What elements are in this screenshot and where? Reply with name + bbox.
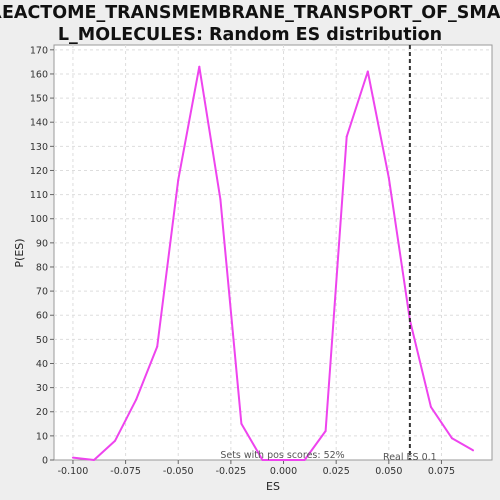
grid-lines <box>54 45 492 460</box>
y-tick-label: 10 <box>36 431 48 442</box>
chart-title-line-2: L_MOLECULES: Random ES distribution <box>58 25 442 45</box>
x-tick-label: -0.025 <box>216 466 247 477</box>
x-tick-label: 0.025 <box>323 466 350 477</box>
data-point <box>282 459 285 461</box>
y-tick-label: 0 <box>42 456 48 467</box>
y-tick-label: 140 <box>30 118 48 129</box>
x-tick-label: 0.075 <box>428 466 455 477</box>
real-es-label: Real ES 0.1 <box>383 452 437 463</box>
data-point <box>177 179 180 182</box>
data-point <box>387 176 390 179</box>
data-point <box>135 398 138 401</box>
y-tick-label: 20 <box>36 407 48 418</box>
y-axis-ticks: 0 10 20 30 40 50 60 70 80 90 100 110 120 130 140 150 160… <box>30 45 54 467</box>
data-point <box>472 449 475 452</box>
y-tick-label: 30 <box>36 383 48 394</box>
y-tick-label: 50 <box>36 335 48 346</box>
data-point <box>114 439 117 442</box>
data-point <box>198 65 201 68</box>
y-tick-label: 80 <box>36 262 48 273</box>
x-tick-label: -0.075 <box>110 466 141 477</box>
pos-scores-label: Sets with pos scores: 52% <box>220 450 344 461</box>
y-tick-label: 40 <box>36 359 48 370</box>
y-tick-label: 150 <box>30 94 48 105</box>
y-axis-label: P(ES) <box>13 238 26 267</box>
x-tick-label: -0.050 <box>163 466 194 477</box>
plot-area <box>53 44 493 461</box>
y-tick-label: 70 <box>36 287 48 298</box>
data-point <box>366 70 369 73</box>
chart-title-line-1: REACTOME_TRANSMEMBRANE_TRANSPORT_OF_SMAL <box>0 3 500 23</box>
data-point <box>156 345 159 348</box>
x-axis-label: ES <box>266 480 280 493</box>
x-tick-label: 0.050 <box>375 466 402 477</box>
y-tick-label: 60 <box>36 311 48 322</box>
x-tick-label: 0.000 <box>270 466 297 477</box>
y-tick-label: 120 <box>30 166 48 177</box>
y-tick-label: 130 <box>30 142 48 153</box>
y-tick-label: 90 <box>36 238 48 249</box>
y-tick-label: 110 <box>30 190 48 201</box>
series-line <box>72 65 474 461</box>
x-axis-ticks: -0.100 -0.075 -0.050 -0.025 0.000 0.025 0.050 0… <box>58 460 455 477</box>
data-point <box>71 456 74 459</box>
y-tick-label: 100 <box>30 214 48 225</box>
data-point <box>303 459 306 461</box>
x-tick-label: -0.100 <box>58 466 89 477</box>
data-point <box>261 459 264 461</box>
data-point <box>219 198 222 201</box>
y-tick-label: 170 <box>30 45 48 56</box>
data-point <box>324 430 327 433</box>
data-point <box>429 405 432 408</box>
data-point <box>240 422 243 425</box>
data-point <box>93 459 96 461</box>
data-point <box>345 135 348 138</box>
data-point <box>450 437 453 440</box>
y-tick-label: 160 <box>30 69 48 80</box>
